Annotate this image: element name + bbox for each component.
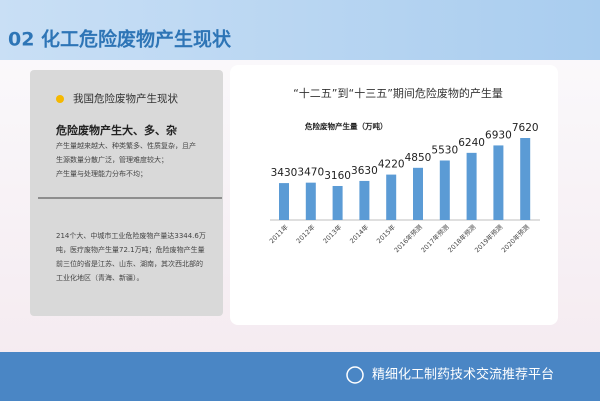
value-label: 4850: [405, 152, 432, 164]
footer-text: 精细化工制药技术交流推荐平台: [372, 367, 554, 383]
bar: [332, 185, 343, 220]
bar: [305, 182, 316, 220]
y-axis-label: 危险废物产生量（万吨）: [305, 121, 388, 131]
value-label: 5530: [431, 144, 458, 156]
panel-heading: 我国危险废物产生现状: [73, 92, 178, 105]
value-label: 3630: [351, 165, 378, 177]
bar: [466, 152, 477, 220]
header-band: [0, 0, 600, 60]
header-title: 02 化工危险废物产生现状: [8, 28, 232, 51]
value-label: 3430: [271, 167, 298, 179]
bar: [493, 145, 504, 220]
bar: [439, 160, 450, 220]
panel-paragraph: 前三位的省是江苏、山东、湖南，其次西北部的: [56, 259, 203, 268]
bar: [359, 180, 370, 220]
left-panel: [30, 70, 223, 316]
panel-paragraph: 工业化地区（青海、新疆）。: [56, 273, 144, 282]
panel-line: 产生量与处理能力分布不均；: [56, 169, 147, 178]
bullet: [56, 95, 64, 103]
bar: [386, 174, 397, 220]
wechat-icon: [346, 366, 364, 384]
value-label: 3470: [297, 167, 324, 179]
footer-band: [0, 352, 600, 401]
value-label: 7620: [512, 122, 539, 134]
value-label: 3160: [324, 170, 351, 182]
value-label: 6930: [485, 129, 512, 141]
panel-paragraph: 214个大、中城市工业危险废物产量达3344.6万: [56, 231, 206, 240]
bar: [279, 183, 289, 220]
bar: [520, 138, 531, 220]
panel-line: 产生量越来越大、种类繁多、性质复杂，且产: [56, 141, 196, 150]
panel-subheading: 危险废物产生大、多、杂: [55, 123, 177, 137]
panel-paragraph: 吨，医疗废物产生量72.1万吨；危险废物产生量: [56, 245, 205, 254]
value-label: 6240: [458, 137, 485, 149]
panel-line: 生源数量分散广泛，管理难度较大；: [56, 155, 168, 164]
bar: [413, 167, 423, 220]
chart-title: “十二五”到“十三五”期间危险废物的产生量: [293, 86, 503, 100]
value-label: 4220: [378, 159, 405, 171]
